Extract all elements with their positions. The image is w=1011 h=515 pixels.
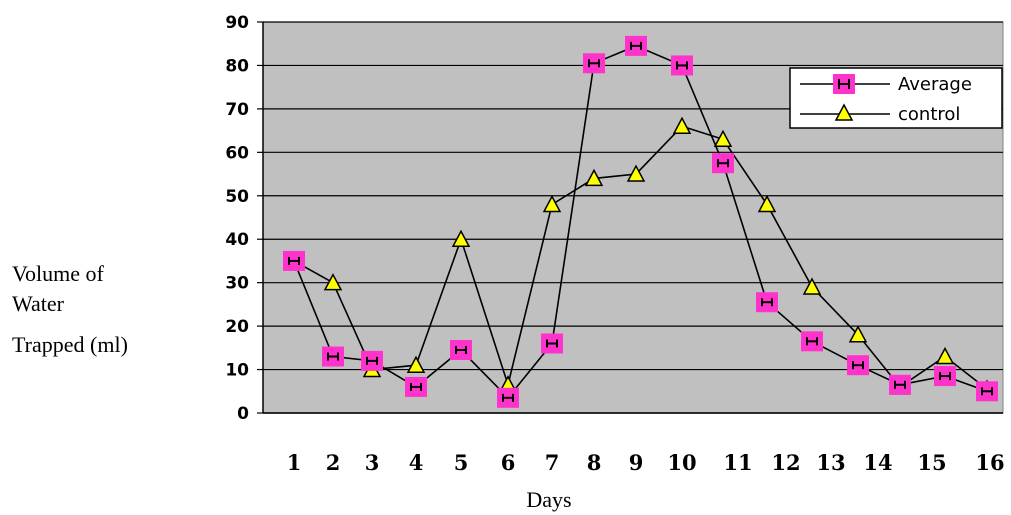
- data-point-average: [847, 355, 869, 376]
- x-axis-title: Days: [526, 487, 571, 512]
- data-point-average: [625, 35, 647, 56]
- data-point-average: [756, 292, 778, 313]
- data-point-average: [361, 350, 383, 371]
- y-axis-title: Volume of Water Trapped (ml): [12, 261, 128, 357]
- data-point-control: [672, 116, 692, 135]
- data-point-average: [976, 381, 998, 402]
- data-point-control: [542, 194, 562, 213]
- legend-label-control: control: [898, 104, 960, 125]
- legend-marker-average: [833, 74, 855, 94]
- legend-marker-control: [834, 103, 854, 121]
- x-tick-label: 3: [365, 450, 380, 475]
- data-point-average: [283, 250, 305, 271]
- data-point-control: [757, 194, 777, 213]
- y-tick-label: 40: [225, 230, 249, 250]
- x-tick-label: 12: [771, 450, 800, 475]
- y-tick-label: 10: [225, 361, 249, 381]
- data-point-control: [848, 325, 868, 343]
- data-point-control: [802, 277, 822, 295]
- data-point-average: [450, 340, 472, 361]
- x-tick-label: 1: [287, 450, 302, 475]
- data-point-average: [671, 55, 693, 76]
- y-tick-label: 80: [225, 56, 249, 76]
- series-average: [283, 35, 998, 408]
- y-axis-title-line-1: Volume of: [12, 261, 105, 286]
- y-axis-title-line-2: Water: [12, 291, 65, 316]
- x-axis-ticks: 1 2 3 4 5 6 7 8 9 10 11 12 13 14 15 16: [287, 450, 1005, 475]
- x-tick-label: 8: [587, 450, 602, 475]
- x-tick-label: 13: [816, 450, 845, 475]
- data-point-control: [584, 168, 604, 187]
- data-point-average: [712, 153, 734, 174]
- x-tick-label: 5: [454, 450, 469, 475]
- data-point-control: [626, 164, 646, 182]
- series-lines: [283, 35, 998, 408]
- x-tick-label: 9: [629, 450, 644, 475]
- data-point-average: [934, 366, 956, 387]
- legend-label-average: Average: [898, 74, 972, 95]
- y-axis-title-line-3: Trapped (ml): [12, 332, 128, 357]
- legend: Average control: [789, 67, 1003, 129]
- data-point-average: [405, 376, 427, 397]
- y-tick-label: 70: [225, 100, 249, 120]
- data-point-control: [713, 129, 733, 148]
- x-tick-label: 11: [723, 450, 752, 475]
- data-point-average: [889, 374, 911, 395]
- y-tick-label: 30: [225, 274, 249, 294]
- data-point-average: [541, 333, 563, 354]
- data-point-control: [451, 229, 471, 247]
- y-tick-label: 90: [225, 13, 249, 33]
- x-tick-label: 7: [545, 450, 560, 475]
- x-tick-label: 16: [975, 450, 1004, 475]
- data-point-average: [801, 331, 823, 352]
- y-tick-label: 20: [225, 317, 249, 337]
- y-axis-ticks: 0 10 20 30 40 50 60 70 80 90: [225, 13, 1003, 424]
- x-tick-label: 15: [917, 450, 946, 475]
- data-point-control: [406, 355, 426, 373]
- x-tick-label: 10: [667, 450, 696, 475]
- data-point-control: [935, 346, 955, 365]
- data-point-average: [497, 387, 519, 408]
- y-tick-label: 0: [237, 404, 249, 424]
- x-tick-label: 14: [863, 450, 892, 475]
- y-tick-label: 50: [225, 187, 249, 207]
- y-tick-label: 60: [225, 143, 249, 163]
- legend-box: [789, 67, 1003, 129]
- data-point-average: [322, 346, 344, 367]
- x-tick-label: 4: [409, 450, 424, 475]
- data-point-average: [583, 53, 605, 74]
- x-tick-label: 2: [326, 450, 341, 475]
- x-tick-label: 6: [501, 450, 516, 475]
- data-point-control: [323, 273, 343, 291]
